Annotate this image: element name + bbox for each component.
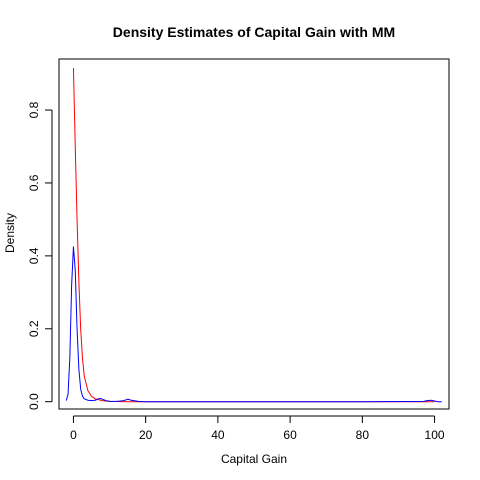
x-tick-label: 60 (283, 428, 297, 442)
chart-title: Density Estimates of Capital Gain with M… (113, 24, 395, 40)
y-tick-label: 0.0 (27, 393, 41, 410)
plot-frame (58, 58, 450, 410)
y-tick-label: 0.8 (27, 101, 41, 118)
x-tick-label: 0 (70, 428, 77, 442)
x-axis: 0 20 40 60 80 100 (70, 415, 445, 442)
y-axis: 0.0 0.2 0.4 0.6 0.8 (27, 101, 53, 410)
x-tick-label: 100 (425, 428, 445, 442)
x-axis-label: Capital Gain (221, 452, 287, 466)
y-tick-label: 0.4 (27, 247, 41, 264)
x-tick-label: 40 (211, 428, 225, 442)
density-line-1 (72, 68, 435, 403)
x-tick-label: 80 (356, 428, 370, 442)
density-line-2 (65, 246, 442, 403)
series-layer (65, 68, 442, 403)
y-axis-label: Density (3, 213, 17, 253)
x-tick-label: 20 (139, 428, 153, 442)
y-tick-label: 0.6 (27, 174, 41, 191)
y-tick-label: 0.2 (27, 320, 41, 337)
